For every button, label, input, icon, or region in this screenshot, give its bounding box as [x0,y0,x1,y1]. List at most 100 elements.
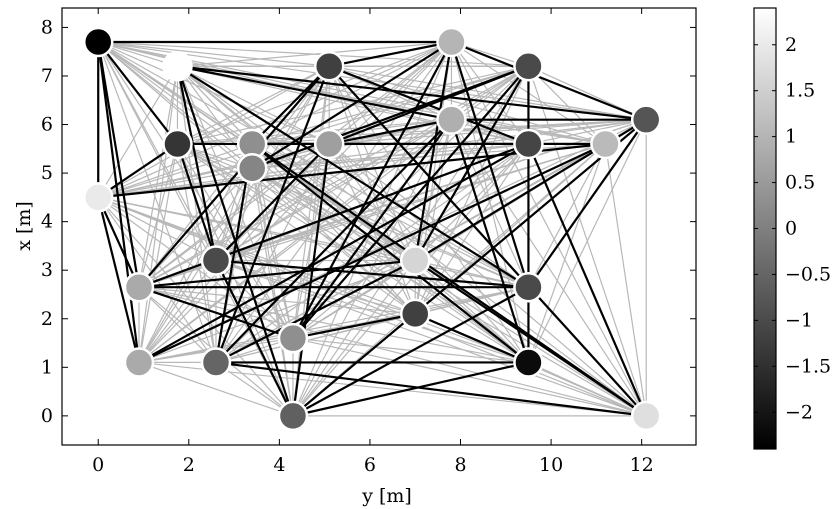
edge-dark [97,41,141,363]
edge-dark [292,119,453,339]
edge-light [176,66,294,339]
edge-dark [215,118,453,364]
node-point [630,400,662,432]
edge-light [98,143,253,198]
edge-light [251,168,294,416]
node-point [436,104,467,135]
edge-dark [97,196,140,288]
edge-light [215,143,330,363]
colorbar-tick-label: 1 [785,126,797,148]
node-point [200,347,232,378]
edge-dark [138,259,416,289]
x-tick-label: 2 [183,454,195,476]
colorbar-tick-label: −1 [785,309,813,331]
edge-light [98,41,647,121]
edge-light [450,119,529,288]
y-axis-label: x [m] [13,201,35,251]
edge-dark [291,143,331,417]
node-point [277,322,309,354]
edge-dark [328,65,529,145]
edge-light [97,196,217,262]
edge-light [138,361,294,417]
edge-dark [251,65,330,145]
x-tick-label: 8 [454,454,466,476]
edge-light [528,361,647,417]
edge-light [138,143,330,288]
colorbar-tick-label: −0.5 [785,263,831,285]
edge-light [215,361,294,417]
edge-dark [215,259,529,289]
x-ticks: 0 2 4 6 8 10 12 [92,8,654,476]
edge-light [451,65,529,121]
node-point [200,245,232,276]
node-point [590,128,621,160]
edge-dark [414,41,453,261]
node-point [82,26,114,58]
edge-dark [176,66,218,261]
edge-light [97,41,294,339]
edge-light [177,41,452,67]
edge-dark [97,41,179,145]
edge-light [138,286,529,364]
edge-light [329,65,606,145]
edge-light [138,167,253,288]
y-tick-label: 4 [41,211,53,233]
edge-light [328,41,452,145]
edge-light [97,65,178,198]
edge-light [414,143,529,261]
edge-dark [251,41,453,170]
edge-light [177,65,647,417]
colorbar-tick-label: 1.5 [785,80,815,102]
y-tick-label: 5 [41,162,53,184]
y-tick-label: 7 [41,65,53,87]
edge-dark [251,143,530,364]
edge-dark [291,41,453,339]
edge-light [177,65,330,145]
edge-light [450,41,647,417]
y-ticks: 0 1 2 3 4 5 6 7 8 [41,16,696,427]
edge-light [329,119,647,145]
edge-light [415,259,529,288]
edge-light [215,259,529,364]
edge-light [98,196,647,417]
edge-dark [177,65,647,121]
node-point [630,104,662,135]
edge-light [176,143,217,363]
edge-light [98,119,647,198]
edge-light [414,260,529,363]
edge-dark [97,143,179,199]
edge-dark [176,143,218,261]
edge-light [98,143,529,198]
edge-light [251,167,647,417]
edge-light [97,41,294,417]
edge-dark [450,119,530,363]
edge-light [527,143,606,363]
node-point [313,51,345,82]
y-tick-label: 8 [41,16,53,38]
edge-light [252,65,529,145]
nodes-group [82,26,662,432]
node-point [82,182,114,213]
edge-dark [138,142,606,364]
edge-light [414,119,453,315]
edge-dark [215,143,330,262]
edge-light [138,259,416,364]
edge-light [527,119,647,363]
edge-dark [214,65,331,363]
node-point [277,400,309,432]
edge-dark [527,119,648,288]
x-tick-label: 10 [539,454,563,476]
node-point [436,26,467,58]
edge-dark [328,40,452,68]
colorbar-tick-label: −1.5 [785,355,831,377]
x-axis-label: y [m] [361,485,412,507]
edge-light [98,41,330,67]
edge-light [528,119,647,145]
node-point [236,152,268,184]
edge-light [98,41,452,121]
edge-dark [292,286,529,417]
edge-dark [138,286,294,340]
edge-dark [527,143,648,417]
colorbar-tick-label: −2 [785,401,813,423]
edge-light [138,119,452,288]
